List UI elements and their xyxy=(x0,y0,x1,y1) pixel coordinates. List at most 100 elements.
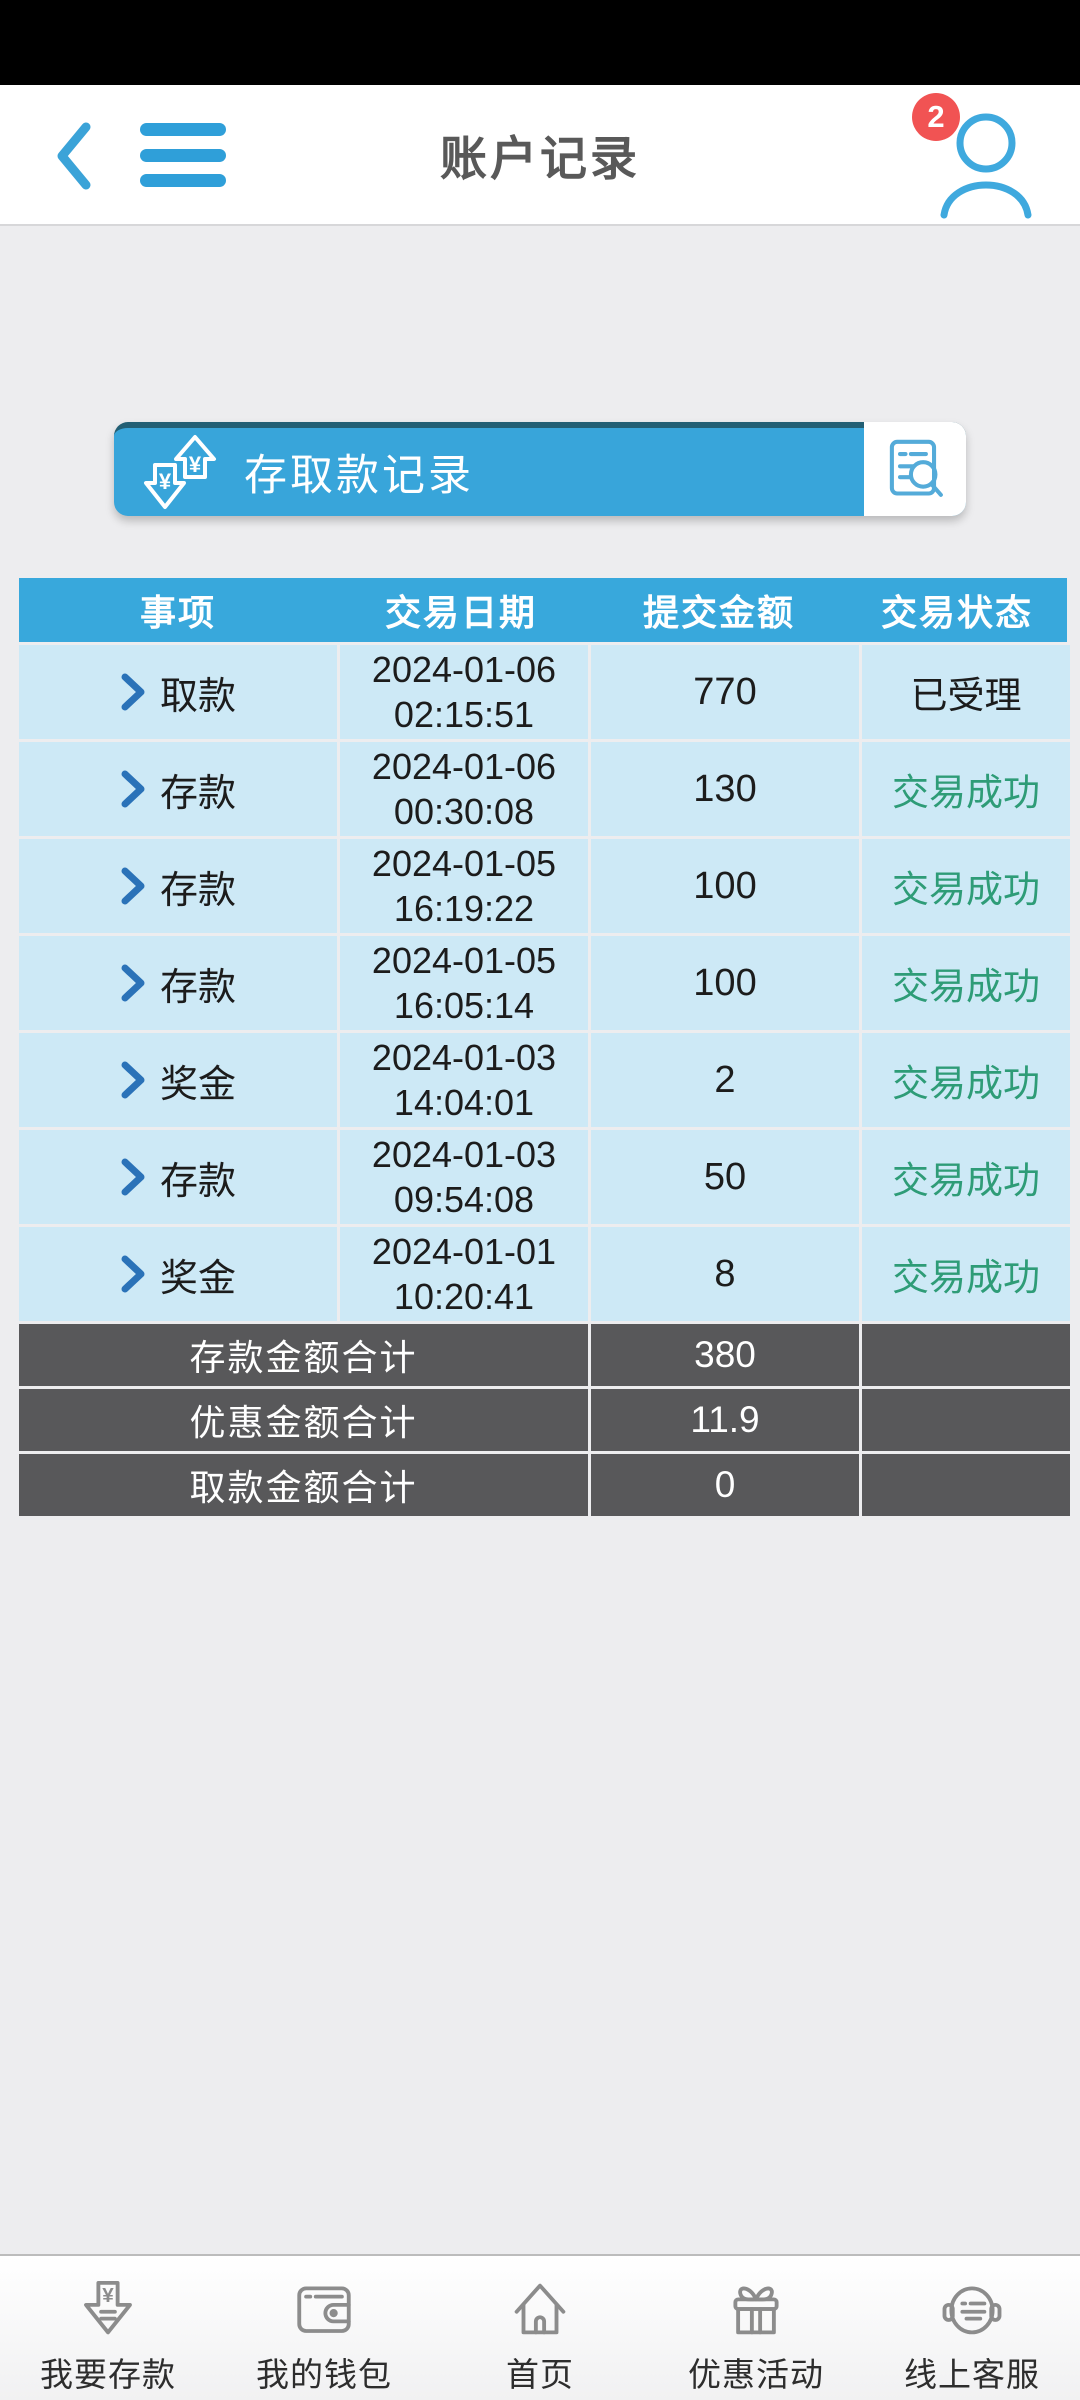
search-records-button[interactable] xyxy=(864,422,966,516)
summary-row-bonus: 优惠金额合计 11.9 xyxy=(19,1389,1070,1451)
row-chevron-icon xyxy=(121,1061,145,1099)
back-chevron-icon xyxy=(57,122,91,190)
nav-label: 我要存款 xyxy=(40,2356,176,2393)
date-cell: 2024-01-01 10:20:41 xyxy=(340,1227,588,1321)
item-text: 存款 xyxy=(159,966,236,1009)
status-text: 交易成功 xyxy=(892,1063,1040,1104)
svg-text:¥: ¥ xyxy=(102,2284,114,2307)
deposit-arrow-icon: ¥ xyxy=(84,2280,132,2335)
col-header-item: 事项 xyxy=(139,592,216,633)
summary-empty-cell xyxy=(862,1324,1070,1386)
row-chevron-icon xyxy=(121,867,145,905)
table-row[interactable]: 取款 2024-01-06 02:15:51 770 已受理 xyxy=(19,645,1070,739)
date-cell: 2024-01-05 16:05:14 xyxy=(340,936,588,1030)
date-text: 2024-01-05 xyxy=(371,940,557,981)
amount-cell: 8 xyxy=(591,1227,859,1321)
item-text: 存款 xyxy=(159,772,236,815)
row-chevron-icon xyxy=(121,1158,145,1196)
time-text: 16:19:22 xyxy=(393,888,535,929)
status-text: 已受理 xyxy=(910,675,1022,716)
row-chevron-icon xyxy=(121,770,145,808)
col-header-date: 交易日期 xyxy=(384,592,537,633)
nav-label: 线上客服 xyxy=(904,2356,1040,2393)
amount-cell: 100 xyxy=(591,839,859,933)
nav-item-support[interactable]: 线上客服 xyxy=(864,2256,1080,2400)
status-cell: 已受理 xyxy=(862,645,1070,739)
status-bar xyxy=(0,0,1080,85)
nav-label: 优惠活动 xyxy=(688,2356,824,2393)
nav-item-home[interactable]: 首页 xyxy=(432,2256,648,2400)
amount-cell: 770 xyxy=(591,645,859,739)
nav-item-promotions[interactable]: 优惠活动 xyxy=(648,2256,864,2400)
app-header: 账户记录 2 xyxy=(0,85,1080,226)
status-cell: 交易成功 xyxy=(862,742,1070,836)
avatar-button[interactable]: 2 xyxy=(912,93,1038,219)
status-text: 交易成功 xyxy=(892,869,1040,910)
customer-service-icon xyxy=(942,2286,1002,2335)
time-text: 10:20:41 xyxy=(393,1276,535,1317)
item-cell: 奖金 xyxy=(19,1033,337,1127)
date-cell: 2024-01-03 14:04:01 xyxy=(340,1033,588,1127)
banner-title: 存取款记录 xyxy=(244,452,474,500)
menu-button[interactable] xyxy=(140,123,226,187)
item-cell: 存款 xyxy=(19,839,337,933)
date-cell: 2024-01-05 16:19:22 xyxy=(340,839,588,933)
user-avatar-icon xyxy=(940,113,1032,219)
item-text: 取款 xyxy=(159,675,236,718)
bottom-nav: ¥ 我要存款 我的钱包 xyxy=(0,2254,1080,2400)
item-cell: 存款 xyxy=(19,936,337,1030)
date-cell: 2024-01-06 02:15:51 xyxy=(340,645,588,739)
summary-empty-cell xyxy=(862,1389,1070,1451)
status-cell: 交易成功 xyxy=(862,1227,1070,1321)
status-cell: 交易成功 xyxy=(862,839,1070,933)
status-cell: 交易成功 xyxy=(862,1130,1070,1224)
amount-text: 100 xyxy=(693,864,757,907)
table-row[interactable]: 存款 2024-01-06 00:30:08 130 交易成功 xyxy=(19,742,1070,836)
svg-text:¥: ¥ xyxy=(189,452,202,477)
summary-label: 存款金额合计 xyxy=(19,1324,588,1386)
money-transfer-icon: ¥ ¥ xyxy=(144,435,216,509)
table-row[interactable]: 存款 2024-01-05 16:05:14 100 交易成功 xyxy=(19,936,1070,1030)
item-cell: 奖金 xyxy=(19,1227,337,1321)
nav-item-wallet[interactable]: 我的钱包 xyxy=(216,2256,432,2400)
item-text: 奖金 xyxy=(159,1257,236,1300)
status-text: 交易成功 xyxy=(892,966,1040,1007)
amount-text: 8 xyxy=(714,1252,736,1295)
item-text: 奖金 xyxy=(159,1063,236,1106)
col-header-amount: 提交金额 xyxy=(642,592,795,633)
amount-text: 100 xyxy=(693,961,757,1004)
amount-text: 770 xyxy=(693,670,757,713)
back-button[interactable] xyxy=(52,121,96,191)
summary-empty-cell xyxy=(862,1454,1070,1516)
status-text: 交易成功 xyxy=(892,772,1040,813)
table-row[interactable]: 存款 2024-01-03 09:54:08 50 交易成功 xyxy=(19,1130,1070,1224)
amount-cell: 2 xyxy=(591,1033,859,1127)
summary-value: 0 xyxy=(591,1454,859,1516)
time-text: 00:30:08 xyxy=(393,791,535,832)
item-text: 存款 xyxy=(159,869,236,912)
summary-row-withdraw: 取款金额合计 0 xyxy=(19,1454,1070,1516)
date-text: 2024-01-05 xyxy=(371,843,557,884)
item-cell: 存款 xyxy=(19,742,337,836)
table-row[interactable]: 存款 2024-01-05 16:19:22 100 交易成功 xyxy=(19,839,1070,933)
status-text: 交易成功 xyxy=(892,1160,1040,1201)
amount-cell: 100 xyxy=(591,936,859,1030)
amount-text: 2 xyxy=(714,1058,736,1101)
table-body: 取款 2024-01-06 02:15:51 770 已受理 xyxy=(19,645,1070,1321)
records-table: 事项 交易日期 提交金额 交易状态 取款 2024-01-06 02:15:51… xyxy=(19,578,1070,1519)
time-text: 16:05:14 xyxy=(393,985,535,1026)
nav-item-deposit[interactable]: ¥ 我要存款 xyxy=(0,2256,216,2400)
summary-label: 优惠金额合计 xyxy=(19,1389,588,1451)
deposit-withdraw-banner: ¥ ¥ 存取款记录 xyxy=(114,422,966,516)
amount-text: 50 xyxy=(703,1155,747,1198)
date-text: 2024-01-03 xyxy=(371,1134,557,1175)
document-search-icon xyxy=(889,439,943,497)
summary-row-deposit: 存款金额合计 380 xyxy=(19,1324,1070,1386)
table-row[interactable]: 奖金 2024-01-01 10:20:41 8 交易成功 xyxy=(19,1227,1070,1321)
amount-cell: 130 xyxy=(591,742,859,836)
table-row[interactable]: 奖金 2024-01-03 14:04:01 2 交易成功 xyxy=(19,1033,1070,1127)
item-text: 存款 xyxy=(159,1160,236,1203)
date-cell: 2024-01-03 09:54:08 xyxy=(340,1130,588,1224)
status-cell: 交易成功 xyxy=(862,1033,1070,1127)
table-header-row: 事项 交易日期 提交金额 交易状态 xyxy=(19,578,1067,642)
